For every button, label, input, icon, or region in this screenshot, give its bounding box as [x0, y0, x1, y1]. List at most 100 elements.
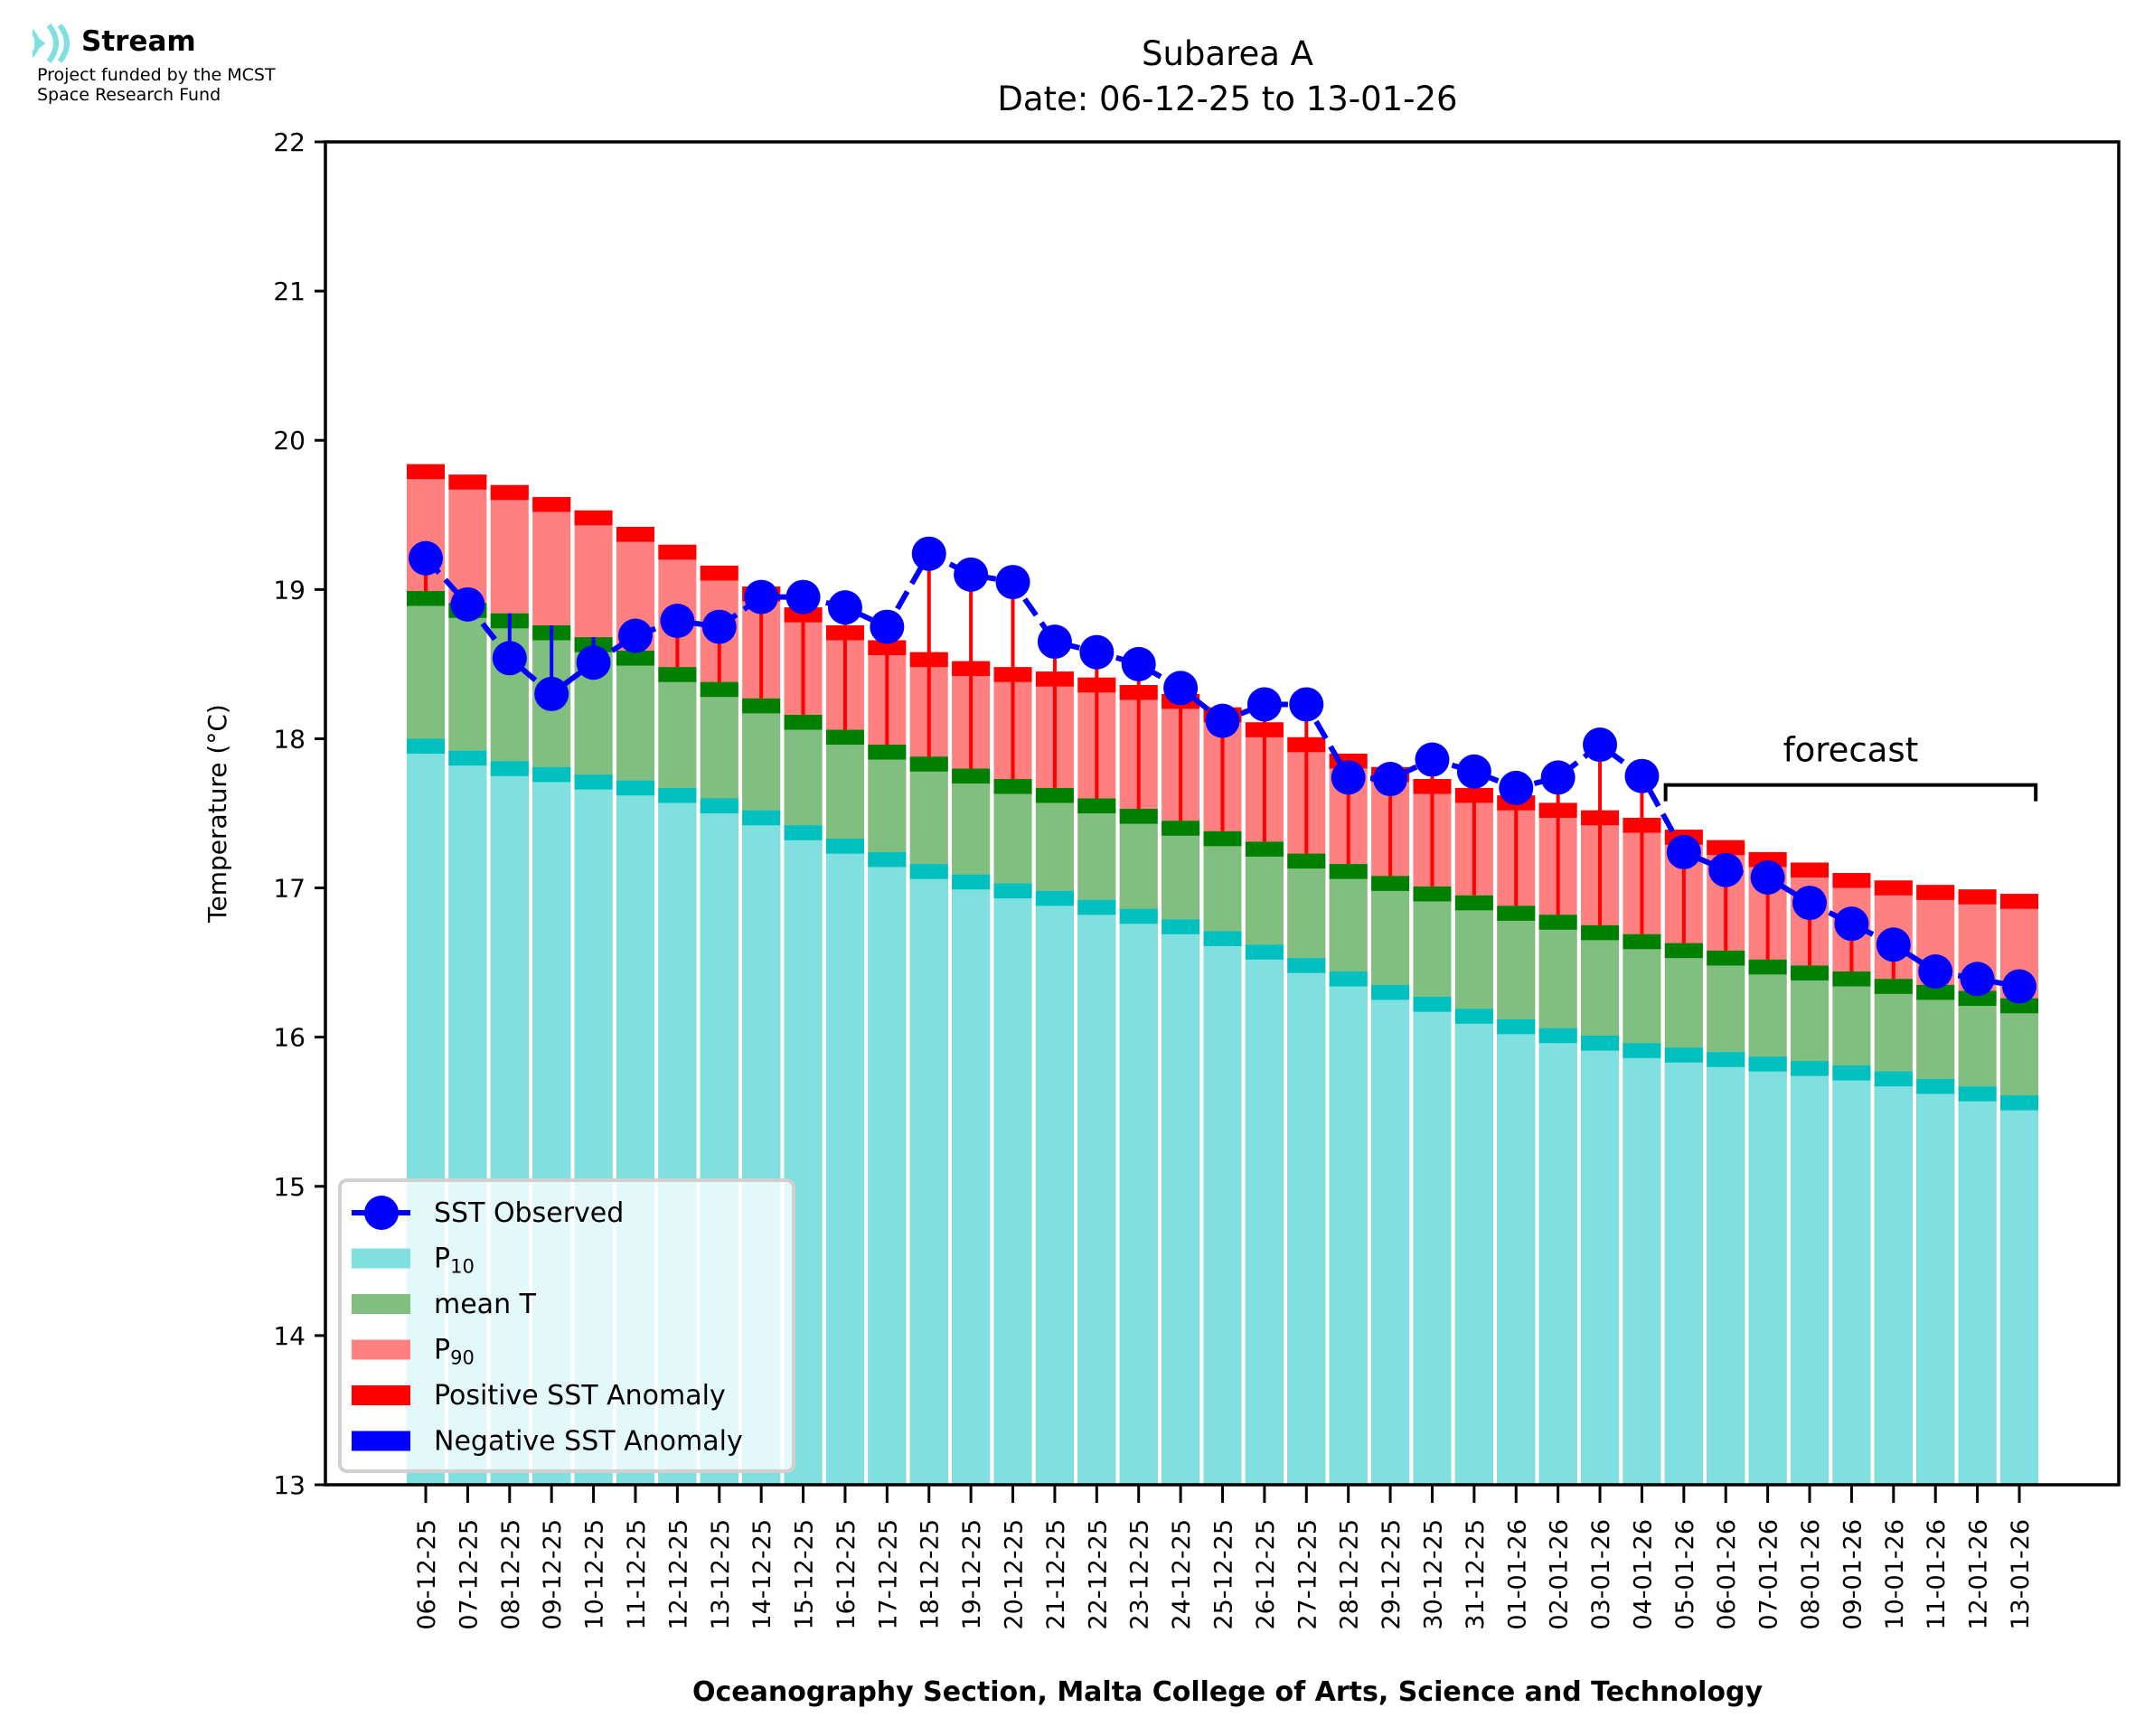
y-tick-label: 16	[273, 1023, 306, 1053]
x-axis: 06-12-25 07-12-25 08-12-25 09-12-25 10-12-25…	[413, 1485, 2035, 1630]
funding-line-2: Space Research Fund	[37, 85, 221, 105]
p10-bar-cap	[993, 883, 1032, 899]
legend-label-p90-sub: 90	[450, 1347, 475, 1369]
p90-bar-cap	[2000, 894, 2038, 909]
x-tick-label: 07-12-25	[455, 1519, 483, 1630]
p10-bar	[1623, 1043, 1661, 1485]
p90-bar-cap	[1958, 889, 1997, 905]
mean-bar-cap	[1287, 853, 1326, 869]
p10-bar	[1203, 931, 1242, 1485]
p10-bar-cap	[825, 839, 864, 854]
p10-bar	[1832, 1065, 1871, 1485]
p10-bar	[825, 839, 864, 1485]
p10-bar	[1791, 1061, 1829, 1485]
p10-bar-cap	[448, 750, 487, 766]
p90-bar-cap	[616, 526, 654, 542]
mean-bar-cap	[1329, 864, 1368, 879]
stream-waves-icon	[33, 23, 70, 63]
y-tick-label: 22	[273, 127, 306, 157]
p10-bar-cap	[1371, 984, 1410, 1000]
p10-bar	[952, 874, 991, 1485]
sst-observed-point	[1834, 906, 1869, 942]
p10-bar	[1748, 1056, 1787, 1485]
x-tick-label: 01-01-26	[1503, 1519, 1531, 1630]
sst-observed-point	[450, 586, 485, 622]
sst-observed-point	[701, 609, 737, 644]
y-tick-label: 13	[273, 1470, 306, 1500]
p10-bar	[2000, 1095, 2038, 1485]
p90-bar-cap	[532, 496, 571, 512]
p90-bar-cap	[700, 565, 738, 581]
sst-observed-point	[1037, 624, 1072, 660]
mean-bar-cap	[1664, 943, 1703, 959]
y-tick-label: 15	[273, 1172, 306, 1202]
x-tick-label: 05-01-26	[1671, 1519, 1699, 1630]
x-tick-label: 16-12-25	[832, 1519, 861, 1630]
p10-bar-cap	[1832, 1065, 1871, 1081]
forecast-label: forecast	[1783, 731, 1919, 770]
legend-positive-anomaly-swatch	[352, 1385, 410, 1405]
sst-observed-point	[1960, 962, 1995, 997]
x-tick-label: 02-01-26	[1546, 1519, 1574, 1630]
y-axis: 13 14 15 16 17 18 19 20 21 22	[273, 127, 325, 1500]
p90-bar-cap	[574, 510, 613, 526]
mean-bar-cap	[407, 590, 445, 606]
mean-bar-cap	[825, 729, 864, 746]
p10-bar-cap	[784, 825, 823, 840]
p10-bar-cap	[1916, 1078, 1955, 1094]
mean-bar-cap	[1035, 787, 1074, 803]
legend-negative-anomaly-swatch	[352, 1431, 410, 1451]
mean-bar-cap	[1916, 984, 1955, 1000]
x-tick-label: 31-12-25	[1462, 1519, 1490, 1630]
mean-bar-cap	[1958, 990, 1997, 1006]
p90-bar-cap	[658, 544, 697, 560]
p10-bar	[1538, 1028, 1577, 1485]
legend-box	[338, 1178, 795, 1473]
sst-observed-point	[1121, 646, 1156, 681]
mean-bar-cap	[1077, 798, 1116, 813]
p90-bar-cap	[490, 484, 529, 501]
p10-bar	[1119, 908, 1158, 1485]
x-tick-label: 23-12-25	[1126, 1519, 1154, 1630]
legend-label-p10: P10	[434, 1243, 475, 1278]
legend-p90-swatch	[352, 1339, 410, 1360]
sst-observed-point	[954, 557, 989, 592]
mean-bar-cap	[658, 667, 697, 682]
x-tick-label: 29-12-25	[1378, 1519, 1406, 1630]
sst-observed-point	[1289, 687, 1324, 722]
p10-bar-cap	[909, 864, 948, 879]
p10-bar	[1497, 1018, 1536, 1485]
sst-observed-point	[1876, 927, 1911, 962]
mean-bar-cap	[1623, 934, 1661, 950]
x-tick-label: 30-12-25	[1419, 1519, 1447, 1630]
p10-bar-cap	[868, 851, 907, 868]
x-tick-label: 07-01-26	[1755, 1519, 1783, 1630]
y-tick-label: 19	[273, 575, 306, 605]
sst-observed-point	[870, 609, 905, 644]
mean-bar-cap	[616, 651, 654, 666]
p10-bar-cap	[1874, 1071, 1913, 1087]
legend-label-p10-sub: 10	[450, 1256, 475, 1278]
mean-bar-cap	[1748, 959, 1787, 975]
p10-bar	[1916, 1078, 1955, 1485]
logo: Stream Project funded by the MCST Space …	[33, 23, 276, 105]
p10-bar	[1874, 1071, 1913, 1485]
p10-bar-cap	[532, 766, 571, 783]
sst-observed-point	[534, 676, 569, 711]
p10-bar	[1162, 919, 1200, 1485]
p90-bar-cap	[448, 474, 487, 490]
forecast-bracket	[1663, 783, 2038, 802]
x-tick-label: 26-12-25	[1252, 1519, 1280, 1630]
x-tick-label: 14-12-25	[748, 1519, 776, 1630]
x-tick-label: 09-12-25	[539, 1519, 567, 1630]
sst-observed-point	[995, 565, 1030, 600]
mean-bar-cap	[952, 768, 991, 784]
chart-title: Subarea A	[1142, 34, 1313, 73]
p10-bar-cap	[1329, 971, 1368, 987]
y-axis-label: Temperature (°C)	[202, 704, 232, 924]
mean-bar-cap	[742, 698, 781, 714]
plot-frame	[324, 140, 2121, 1487]
x-tick-label: 04-01-26	[1629, 1519, 1657, 1630]
sst-observed-point	[660, 604, 695, 639]
